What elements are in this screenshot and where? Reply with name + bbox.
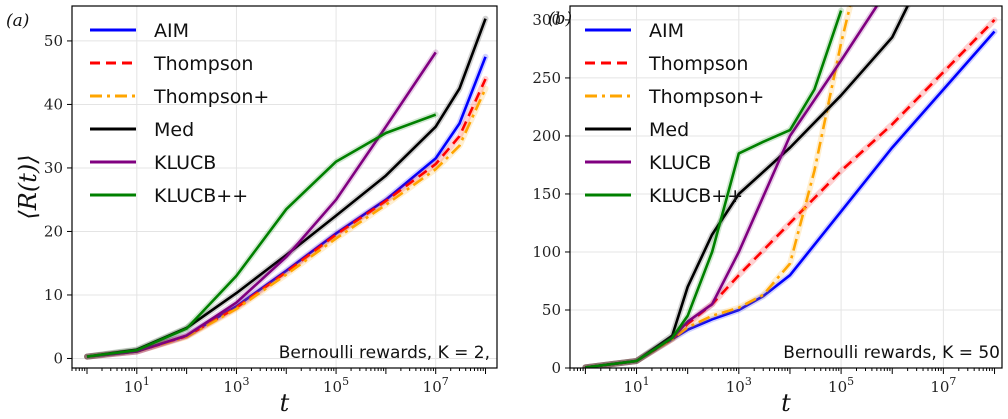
x-axis-label: t [280,389,290,417]
panel-label: (a) [6,11,29,31]
series-group [582,6,998,368]
x-tick-base: 10 [726,378,745,396]
legend-label: Med [649,119,689,141]
y-tick-label: 50 [44,32,63,50]
x-tick-label: 107 [423,375,449,396]
series-line-thompson [585,18,996,368]
y-tick-label: 250 [532,69,561,87]
legend-label: Thompson+ [153,86,269,108]
x-tick-base: 10 [623,378,642,396]
legend-label: AIM [649,20,684,42]
x-tick-label: 105 [828,375,854,396]
x-tick-label: 101 [623,375,649,396]
x-tick-label: 101 [124,375,150,396]
series-line-klucbplusplus [585,10,843,368]
annotation: Bernoulli rewards, K = 2, [279,343,490,363]
plot-frame [71,5,498,369]
panel-a: 101 103 105 10701020304050(a)t⟨R(t)⟩AIMThom… [6,5,498,417]
y-tick-label: 0 [551,359,561,377]
y-tick-label: 50 [542,301,561,319]
series-line-thompsonplus [86,88,487,358]
x-tick-base: 10 [423,378,442,396]
series-group [84,15,489,360]
y-tick-label: 300 [532,11,561,29]
x-tick-base: 10 [124,378,143,396]
legend-label: Thompson [648,53,748,75]
legend: AIM Thompson Thompson+ Med KLUCB KLUCB++ [585,20,764,207]
x-tick-base: 10 [323,378,342,396]
x-tick-label: 105 [323,375,349,396]
y-tick-label: 10 [44,286,63,304]
series-band-thompsonplus [84,85,489,360]
x-tick-exponent: 5 [342,375,349,388]
x-tick-exponent: 3 [242,375,249,388]
legend-label: Thompson [153,53,253,75]
y-tick-label: 20 [44,222,63,240]
annotation: Bernoulli rewards, K = 50 [783,343,1000,363]
y-tick-label: 150 [532,185,561,203]
y-tick-label: 0 [53,349,63,367]
x-axis-label: t [781,389,791,417]
x-tick-exponent: 5 [847,375,854,388]
y-axis-label: ⟨R(t)⟩ [14,154,42,219]
x-tick-base: 10 [223,378,242,396]
x-tick-base: 10 [828,378,847,396]
y-tick-label: 30 [44,159,63,177]
legend: AIM Thompson Thompson+ Med KLUCB KLUCB++ [90,20,269,207]
x-tick-label: 103 [223,375,249,396]
series-band-klucbplusplus [84,111,439,360]
x-tick-exponent: 1 [643,375,650,388]
legend-label: KLUCB++ [154,185,248,207]
x-tick-exponent: 7 [442,375,449,388]
y-tick-label: 40 [44,95,63,113]
x-tick-exponent: 3 [745,375,752,388]
x-tick-base: 10 [930,378,949,396]
legend-label: KLUCB [649,152,711,174]
legend-label: KLUCB [154,152,216,174]
panel-label: (b) [548,9,572,29]
x-tick-exponent: 7 [949,375,956,388]
legend-label: KLUCB++ [649,185,743,207]
y-tick-label: 200 [532,127,561,145]
legend-label: Med [154,119,194,141]
series-line-klucbplusplus [86,113,437,358]
x-tick-exponent: 1 [143,375,150,388]
y-tick-label: 100 [532,243,561,261]
plot-frame [569,5,1003,369]
legend-label: Thompson+ [648,86,764,108]
x-tick-label: 103 [726,375,752,396]
panel-b: 101 103 105 107050100150200250300(b)tAIMTho… [532,5,1003,417]
series-line-thompson [86,78,487,358]
x-tick-label: 107 [930,375,956,396]
legend-label: AIM [154,20,189,42]
